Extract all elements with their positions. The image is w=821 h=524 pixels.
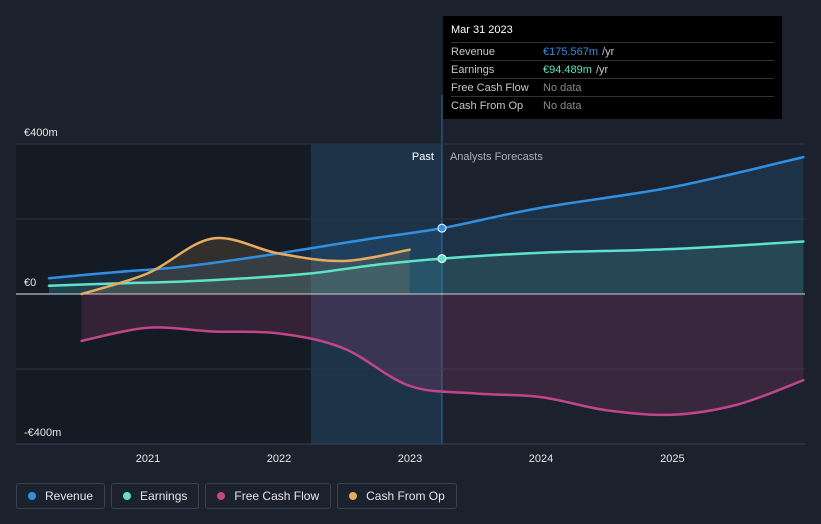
legend-item-revenue[interactable]: Revenue — [16, 483, 106, 509]
x-tick-label: 2021 — [136, 453, 160, 465]
tooltip-label: Earnings — [451, 63, 495, 76]
tooltip-value: No data — [543, 99, 582, 112]
x-tick-label: 2022 — [267, 453, 291, 465]
legend-label: Revenue — [45, 489, 94, 503]
y-tick-label: -€400m — [24, 427, 61, 439]
tooltip-row: Earnings €94.489m/yr — [451, 60, 774, 78]
forecast-label: Analysts Forecasts — [450, 151, 543, 163]
x-tick-label: 2025 — [660, 453, 684, 465]
free-cash-flow-line — [80, 326, 805, 417]
legend-item-earnings[interactable]: Earnings — [111, 483, 200, 509]
tooltip-row: Free Cash Flow No data — [451, 78, 774, 96]
legend-dot-icon — [217, 492, 226, 500]
tooltip-date: Mar 31 2023 — [451, 24, 513, 36]
tooltip-label: Free Cash Flow — [451, 81, 529, 94]
legend-item-cash-from-op[interactable]: Cash From Op — [337, 483, 457, 509]
legend-item-free-cash-flow[interactable]: Free Cash Flow — [205, 483, 332, 509]
tooltip-row: Cash From Op No data — [451, 96, 774, 114]
legend-label: Earnings — [140, 489, 188, 503]
x-tick-label: 2023 — [398, 453, 422, 465]
cash-from-op-area — [81, 238, 410, 294]
y-tick-label: €400m — [24, 127, 58, 139]
legend-dot-icon — [349, 492, 358, 500]
tooltip-value: €175.567m — [543, 45, 599, 58]
tooltip-row: Revenue €175.567m/yr — [451, 42, 774, 60]
legend-dot-icon — [28, 492, 36, 500]
tooltip-value: No data — [543, 81, 582, 94]
x-tick-label: 2024 — [529, 453, 553, 465]
earnings-marker — [437, 254, 447, 264]
legend-label: Cash From Op — [366, 489, 445, 503]
free-cash-flow-area — [81, 294, 804, 415]
legend-dot-icon — [123, 492, 132, 500]
legend-label: Free Cash Flow — [234, 489, 320, 503]
past-label: Past — [412, 151, 434, 163]
tooltip-label: Revenue — [451, 45, 496, 58]
chart-legend: Revenue Earnings Free Cash Flow Cash From O… — [16, 483, 457, 509]
revenue-marker — [437, 223, 447, 233]
earnings-line — [47, 240, 805, 287]
tooltip-unit: /yr — [595, 63, 609, 76]
earnings-area — [48, 241, 804, 294]
y-tick-label: €0 — [24, 277, 36, 289]
cash-from-op-line — [80, 236, 411, 296]
chart-tooltip: Mar 31 2023 Revenue €175.567m/yr Earnings €… — [443, 16, 782, 119]
tooltip-value: €94.489m — [543, 63, 592, 76]
tooltip-label: Cash From Op — [451, 99, 524, 112]
tooltip-unit: /yr — [602, 45, 615, 58]
